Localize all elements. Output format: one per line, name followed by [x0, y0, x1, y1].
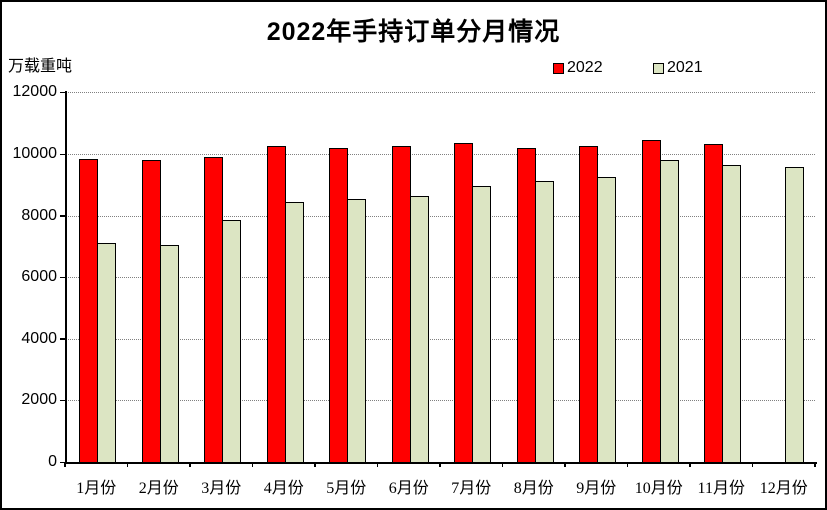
y-axis-unit-label: 万载重吨: [8, 58, 73, 75]
y-tick-12000: [60, 91, 65, 94]
y-tick-8000: [60, 215, 65, 217]
x-tick-label-1月份: 1月份: [76, 480, 117, 497]
y-tick-4000: [60, 338, 65, 340]
x-tick-0: [64, 462, 66, 467]
y-tick-0: [60, 461, 65, 463]
gridline-10000: [65, 154, 815, 155]
legend-item-2022: 2022: [553, 59, 603, 77]
gridline-8000: [65, 215, 815, 217]
x-tick-label-11月份: 11月份: [697, 480, 745, 497]
gridline-12000: [65, 92, 815, 94]
gridline-4000: [65, 338, 815, 340]
legend-label-2021: 2021: [667, 59, 703, 76]
x-tick-label-3月份: 3月份: [201, 480, 242, 497]
y-tick-label-10000: 10000: [12, 145, 58, 162]
bar-2021-7月份: [472, 186, 491, 463]
y-tick-label-12000: 12000: [12, 83, 58, 101]
x-tick-label-2月份: 2月份: [138, 480, 179, 497]
x-tick-4: [314, 462, 316, 467]
bar-2021-8月份: [534, 180, 554, 463]
x-tick-9: [626, 462, 629, 467]
y-tick-label-4000: 4000: [21, 329, 57, 347]
bar-2021-11月份: [722, 165, 741, 463]
bar-2022-3月份: [204, 157, 223, 463]
bar-2022-6月份: [391, 145, 411, 463]
legend-swatch-2021: [653, 62, 664, 74]
bar-2022-2月份: [141, 160, 161, 463]
y-tick-6000: [60, 276, 65, 279]
y-axis: [65, 91, 67, 464]
x-tick-label-10月份: 10月份: [634, 480, 683, 497]
x-tick-8: [564, 462, 566, 467]
x-tick-label-4月份: 4月份: [263, 480, 304, 497]
bar-2021-12月份: [784, 166, 804, 463]
x-tick-1: [126, 462, 129, 467]
bar-2021-1月份: [97, 243, 116, 463]
bar-2021-5月份: [347, 199, 366, 463]
legend-swatch-2022: [553, 62, 564, 74]
bar-2022-4月份: [266, 146, 286, 463]
bar-2022-10月份: [641, 140, 661, 463]
bar-2022-9月份: [579, 146, 598, 463]
legend-item-2021: 2021: [653, 59, 703, 77]
y-tick-label-8000: 8000: [21, 206, 57, 224]
x-tick-label-9月份: 9月份: [576, 480, 617, 497]
gridline-2000: [65, 400, 815, 402]
legend-label-2022: 2022: [567, 59, 603, 76]
x-tick-label-6月份: 6月份: [388, 480, 429, 497]
bar-2021-2月份: [159, 244, 179, 463]
bar-2021-4月份: [284, 202, 304, 463]
x-tick-2: [189, 462, 191, 467]
bar-2022-11月份: [704, 143, 723, 463]
x-tick-label-12月份: 12月份: [759, 480, 808, 497]
x-tick-3: [251, 462, 254, 467]
bar-2021-6月份: [409, 195, 429, 463]
x-tick-6: [439, 462, 441, 467]
x-tick-7: [501, 462, 504, 467]
y-tick-label-6000: 6000: [21, 268, 57, 286]
bar-2021-9月份: [597, 177, 616, 463]
bar-2021-10月份: [659, 160, 679, 463]
bar-2022-5月份: [329, 147, 348, 463]
x-tick-12: [814, 462, 816, 467]
x-tick-10: [689, 462, 691, 467]
x-tick-label-5月份: 5月份: [326, 480, 367, 497]
chart-title: 2022年手持订单分月情况: [266, 18, 561, 46]
x-tick-label-7月份: 7月份: [451, 480, 492, 497]
y-tick-label-2000: 2000: [21, 391, 57, 409]
bar-2022-7月份: [454, 143, 473, 463]
y-tick-label-0: 0: [48, 453, 57, 470]
bar-2022-8月份: [516, 147, 536, 463]
y-tick-10000: [60, 153, 65, 155]
gridline-6000: [65, 277, 815, 279]
x-tick-11: [751, 462, 754, 467]
x-tick-label-8月份: 8月份: [513, 480, 554, 497]
x-axis: [65, 462, 817, 464]
y-tick-2000: [60, 399, 65, 402]
bar-2022-1月份: [79, 158, 98, 463]
x-tick-5: [376, 462, 379, 467]
bar-2021-3月份: [222, 220, 241, 463]
